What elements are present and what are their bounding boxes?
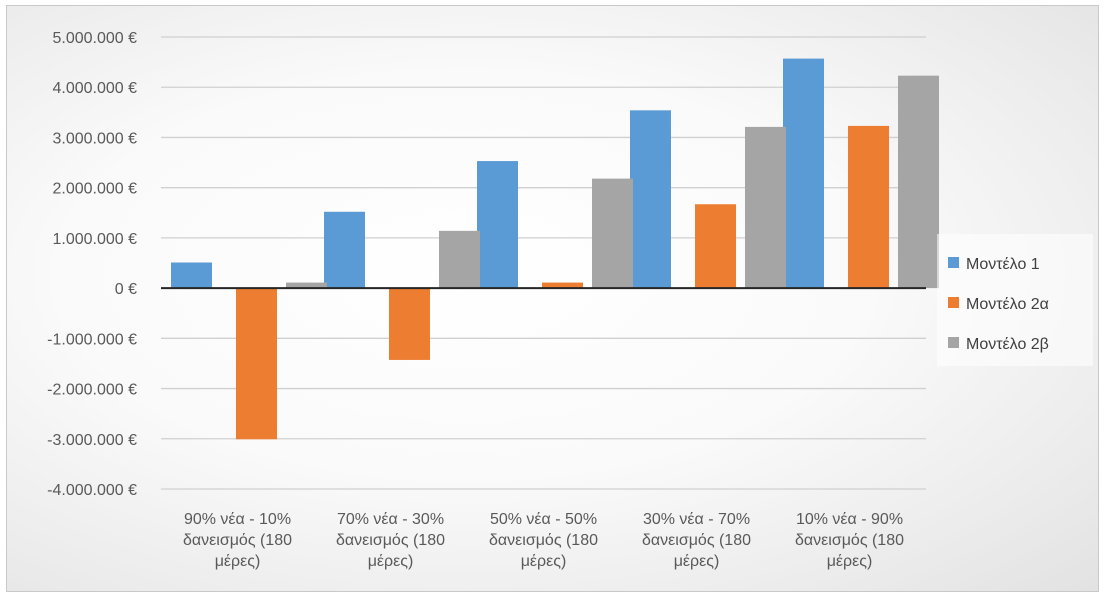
bar-μοντέλο-2α-1 bbox=[236, 288, 277, 440]
legend-swatch bbox=[948, 297, 959, 308]
x-category-label-line: 90% νέα - 10% bbox=[184, 511, 291, 528]
x-category-label: 70% νέα - 30% δανεισμός (180 μέρες) bbox=[336, 511, 445, 570]
y-tick-label: 5.000.000 € bbox=[52, 30, 137, 47]
bar-μοντέλο-1-2 bbox=[324, 211, 365, 289]
x-axis-ticks: 90% νέα - 10% δανεισμός (180 μέρες)70% νέα… bbox=[183, 511, 904, 570]
y-tick-label: 2.000.000 € bbox=[52, 181, 137, 198]
legend: Μοντέλο 1 Μοντέλο 2α Μοντέλο 2β bbox=[937, 234, 1093, 366]
x-category-label-line: 30% νέα - 70% bbox=[643, 511, 750, 528]
x-category-label-line: δανεισμός (180 bbox=[795, 532, 904, 549]
bar-μοντέλο-2α-3 bbox=[542, 282, 583, 289]
bar-μοντέλο-1-4 bbox=[630, 110, 671, 289]
x-category-label-line: μέρες) bbox=[521, 553, 567, 570]
x-category-label-line: μέρες) bbox=[368, 553, 414, 570]
x-category-label-line: μέρες) bbox=[215, 553, 261, 570]
bar-μοντέλο-1-5 bbox=[783, 58, 824, 289]
x-category-label: 90% νέα - 10% δανεισμός (180 μέρες) bbox=[183, 511, 292, 570]
gridlines bbox=[161, 36, 926, 490]
bar-μοντέλο-2β-2 bbox=[439, 230, 480, 289]
legend-swatch bbox=[948, 257, 959, 268]
x-category-label-line: δανεισμός (180 bbox=[336, 532, 445, 549]
legend-label: Μοντέλο 1 bbox=[966, 256, 1040, 273]
x-category-label: 10% νέα - 90% δανεισμός (180 μέρες) bbox=[795, 511, 904, 570]
x-category-label-line: δανεισμός (180 bbox=[642, 532, 751, 549]
legend-box bbox=[937, 234, 1093, 366]
y-tick-label: 3.000.000 € bbox=[52, 130, 137, 147]
y-axis-ticks: -4.000.000 € -3.000.000 € -2.000.000 € -1.0… bbox=[47, 30, 137, 499]
y-tick-label: 0 € bbox=[115, 281, 137, 298]
legend-label: Μοντέλο 2β bbox=[966, 336, 1049, 353]
x-category-label-line: μέρες) bbox=[827, 553, 873, 570]
bar-chart: -4.000.000 € -3.000.000 € -2.000.000 € -1.0… bbox=[47, 30, 1093, 570]
legend-label: Μοντέλο 2α bbox=[966, 296, 1049, 313]
y-tick-label: 1.000.000 € bbox=[52, 231, 137, 248]
bar-μοντέλο-2β-1 bbox=[286, 282, 327, 289]
x-category-label-line: μέρες) bbox=[674, 553, 720, 570]
y-tick-label: 4.000.000 € bbox=[52, 80, 137, 97]
x-category-label: 30% νέα - 70% δανεισμός (180 μέρες) bbox=[642, 511, 751, 570]
y-tick-label: -2.000.000 € bbox=[47, 382, 137, 399]
bar-μοντέλο-1-3 bbox=[477, 161, 518, 289]
chart-area: -4.000.000 € -3.000.000 € -2.000.000 € -1.0… bbox=[6, 5, 1099, 592]
x-category-label-line: δανεισμός (180 bbox=[183, 532, 292, 549]
bar-μοντέλο-2β-5 bbox=[898, 75, 939, 289]
x-category-label-line: 10% νέα - 90% bbox=[796, 511, 903, 528]
bar-μοντέλο-1-1 bbox=[171, 262, 212, 289]
bar-μοντέλο-2α-2 bbox=[389, 288, 430, 360]
y-tick-label: -1.000.000 € bbox=[47, 331, 137, 348]
bar-μοντέλο-2α-4 bbox=[695, 204, 736, 289]
x-category-label-line: δανεισμός (180 bbox=[489, 532, 598, 549]
x-category-label: 50% νέα - 50% δανεισμός (180 μέρες) bbox=[489, 511, 598, 570]
bar-μοντέλο-2α-5 bbox=[848, 125, 889, 289]
bars bbox=[171, 58, 939, 440]
x-category-label-line: 70% νέα - 30% bbox=[337, 511, 444, 528]
bar-μοντέλο-2β-4 bbox=[745, 126, 786, 289]
y-tick-label: -3.000.000 € bbox=[47, 432, 137, 449]
y-tick-label: -4.000.000 € bbox=[47, 482, 137, 499]
legend-swatch bbox=[948, 337, 959, 348]
bar-μοντέλο-2β-3 bbox=[592, 178, 633, 289]
x-category-label-line: 50% νέα - 50% bbox=[490, 511, 597, 528]
